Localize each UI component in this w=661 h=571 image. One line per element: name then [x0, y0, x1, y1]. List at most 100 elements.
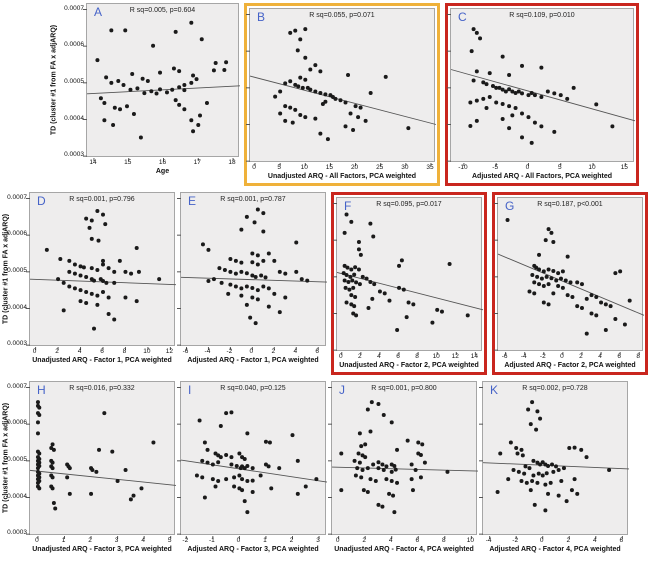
- scatter-canvas: [447, 14, 636, 166]
- panel-letter: F: [344, 199, 352, 213]
- x-tick-labels: 0 2 4 6 8 10 12 14: [338, 353, 478, 360]
- data-points: [468, 27, 615, 145]
- y-tick-labels: 0.0007 0.0006 0.0005 0.0004 0.0003: [64, 4, 84, 158]
- scatter-canvas: [177, 387, 328, 539]
- stats-label: R sq=0.109, p=0.010: [509, 12, 575, 19]
- scatter-canvas: [177, 198, 328, 350]
- panel-letter: K: [490, 383, 499, 397]
- x-axis-label: Unadjusted ARQ - Factor 1, PCA weighted: [32, 357, 172, 364]
- plot-area-D: D R sq=0.001, p=0.796: [26, 192, 177, 350]
- data-points: [95, 20, 229, 140]
- panel-letter: B: [257, 10, 266, 24]
- trend-line: [180, 276, 328, 283]
- panel-letter: C: [458, 10, 467, 24]
- panel-F: F R sq=0.095, p=0.017 0 2 4 6 8 10 12 14 Unadjuste…: [331, 192, 487, 376]
- stats-label: R sq=0.002, p=0.728: [522, 385, 588, 392]
- stats-label: R sq=0.001, p=0.796: [69, 196, 135, 203]
- figure-row-3: TD (cluster #1 from FA x adjARQ) 0.0007 0.…: [0, 381, 661, 569]
- x-tick-labels: -10 -5 0 5 10 15: [458, 164, 628, 171]
- stats-label: R sq=0.055, p=0.071: [309, 12, 375, 19]
- panel-letter: D: [37, 194, 46, 208]
- scatter-canvas: [83, 9, 241, 161]
- plot-area-I: I R sq=0.040, p=0.125: [177, 381, 328, 539]
- panel-H: H R sq=0.016, p=0.332 0 1 2 3 4 5 Unadjusted ARQ…: [26, 381, 177, 554]
- scatter-canvas: [26, 198, 177, 350]
- panel-G: G R sq=0.187, p<0.001 -6 -4 -2 0 2 4 6 8 Adjusted …: [492, 192, 648, 376]
- x-axis-label: Adjusted ARQ - Factor 2, PCA weighted: [504, 362, 636, 369]
- x-tick-labels: -6 -4 -2 0 2 4 6: [182, 348, 320, 355]
- panel-letter: H: [37, 383, 46, 397]
- trend-line: [86, 85, 241, 95]
- data-points: [505, 218, 632, 336]
- panel-E: E R sq=0.001, p=0.787 -6 -4 -2 0 2 4 6 Adjusted A…: [177, 192, 328, 365]
- stats-label: R sq=0.040, p=0.125: [220, 385, 286, 392]
- trend-line: [336, 271, 484, 311]
- panel-A: A R sq=0.005, p=0.604 14 15 16 17 18 Age: [83, 3, 241, 176]
- x-axis-label: Unadjusted ARQ - Factor 4, PCA weighted: [334, 546, 474, 553]
- plot-area-C: C R sq=0.109, p=0.010: [447, 8, 636, 166]
- x-tick-labels: 0 2 4 6 8 10: [335, 537, 474, 544]
- trend-line: [450, 69, 636, 122]
- panel-letter: E: [188, 194, 197, 208]
- stats-label: R sq=0.187, p<0.001: [537, 201, 603, 208]
- panel-K: K R sq=0.002, p=0.728 -4 -2 0 2 4 6 Adjusted ARQ…: [479, 381, 630, 554]
- trend-line: [249, 75, 437, 125]
- plot-area-E: E R sq=0.001, p=0.787: [177, 192, 328, 350]
- x-axis-label: Age: [155, 168, 170, 175]
- x-axis-label: Adjusted ARQ - Factor 3, PCA weighted: [187, 546, 319, 553]
- x-tick-labels: 0 5 10 15 20 25 30 35: [252, 164, 434, 171]
- trend-line: [180, 459, 328, 483]
- trend-line: [497, 253, 645, 316]
- panel-letter: I: [188, 383, 192, 397]
- plot-area-A: A R sq=0.005, p=0.604: [83, 3, 241, 161]
- panel-D: D R sq=0.001, p=0.796 0 2 4 6 8 10 12 Unadjusted …: [26, 192, 177, 365]
- data-points: [35, 400, 156, 511]
- data-points: [44, 208, 162, 331]
- data-points: [194, 410, 319, 515]
- stats-label: R sq=0.005, p=0.604: [129, 7, 196, 14]
- x-tick-labels: 0 2 4 6 8 10 12: [32, 348, 173, 355]
- plot-area-K: K R sq=0.002, p=0.728: [479, 381, 630, 539]
- x-axis-label: Adjusted ARQ - All Factors, PCA weighted: [471, 173, 612, 180]
- stats-label: R sq=0.001, p=0.800: [371, 385, 437, 392]
- scatter-canvas: [494, 203, 645, 355]
- panel-letter: A: [94, 5, 103, 19]
- panel-letter: G: [505, 199, 515, 213]
- scatter-canvas: [246, 14, 437, 166]
- stats-label: R sq=0.001, p=0.787: [220, 196, 286, 203]
- panel-C: C R sq=0.109, p=0.010 -10 -5 0 5 10 15 Adjusted …: [445, 3, 639, 187]
- x-axis-label: Adjusted ARQ - Factor 1, PCA weighted: [187, 357, 319, 364]
- x-axis-label: Unadjusted ARQ - Factor 2, PCA weighted: [339, 362, 479, 369]
- data-points: [339, 400, 450, 515]
- data-points: [495, 400, 612, 513]
- panel-B: B R sq=0.055, p=0.071 0 5 10 15 20 25 30 35 Unadju…: [244, 3, 440, 187]
- panel-letter: J: [339, 383, 345, 397]
- plot-area-F: F R sq=0.095, p=0.017: [333, 197, 484, 355]
- data-points: [273, 27, 411, 142]
- plot-area-H: H R sq=0.016, p=0.332: [26, 381, 177, 539]
- x-axis-label: Adjusted ARQ - Factor 4, PCA weighted: [489, 546, 621, 553]
- panel-I: I R sq=0.040, p=0.125 -2 -1 0 1 2 3 Adjusted ARQ…: [177, 381, 328, 554]
- data-points: [341, 212, 470, 332]
- plot-area-B: B R sq=0.055, p=0.071: [246, 8, 437, 166]
- y-tick-labels: 0.0007 0.0006 0.0005 0.0004 0.0003: [7, 382, 27, 536]
- x-tick-labels: -6 -4 -2 0 2 4 6 8: [501, 353, 641, 360]
- figure-row-1: TD (cluster #1 from FA x adjARQ) 0.0007 0.…: [48, 3, 661, 191]
- x-axis-label: Unadjusted ARQ - Factor 3, PCA weighted: [32, 546, 172, 553]
- figure-row-2: TD (cluster #1 from FA x adjARQ) 0.0007 0.…: [0, 192, 661, 380]
- scatter-canvas: [328, 387, 479, 539]
- stats-label: R sq=0.095, p=0.017: [376, 201, 442, 208]
- x-tick-labels: -4 -2 0 2 4 6: [485, 537, 624, 544]
- scatter-canvas: [26, 387, 177, 539]
- scatter-canvas: [333, 203, 484, 355]
- plot-area-G: G R sq=0.187, p<0.001: [494, 197, 645, 355]
- x-tick-labels: 14 15 16 17 18: [89, 159, 236, 166]
- x-axis-label: Unadjusted ARQ - All Factors, PCA weight…: [267, 173, 417, 180]
- plot-area-J: J R sq=0.001, p=0.800: [328, 381, 479, 539]
- trend-line: [331, 466, 479, 472]
- x-tick-labels: -2 -1 0 1 2 3: [182, 537, 320, 544]
- y-axis-label: TD (cluster #1 from FA x adjARQ): [50, 24, 58, 136]
- y-tick-labels: 0.0007 0.0006 0.0005 0.0004 0.0003: [7, 193, 27, 347]
